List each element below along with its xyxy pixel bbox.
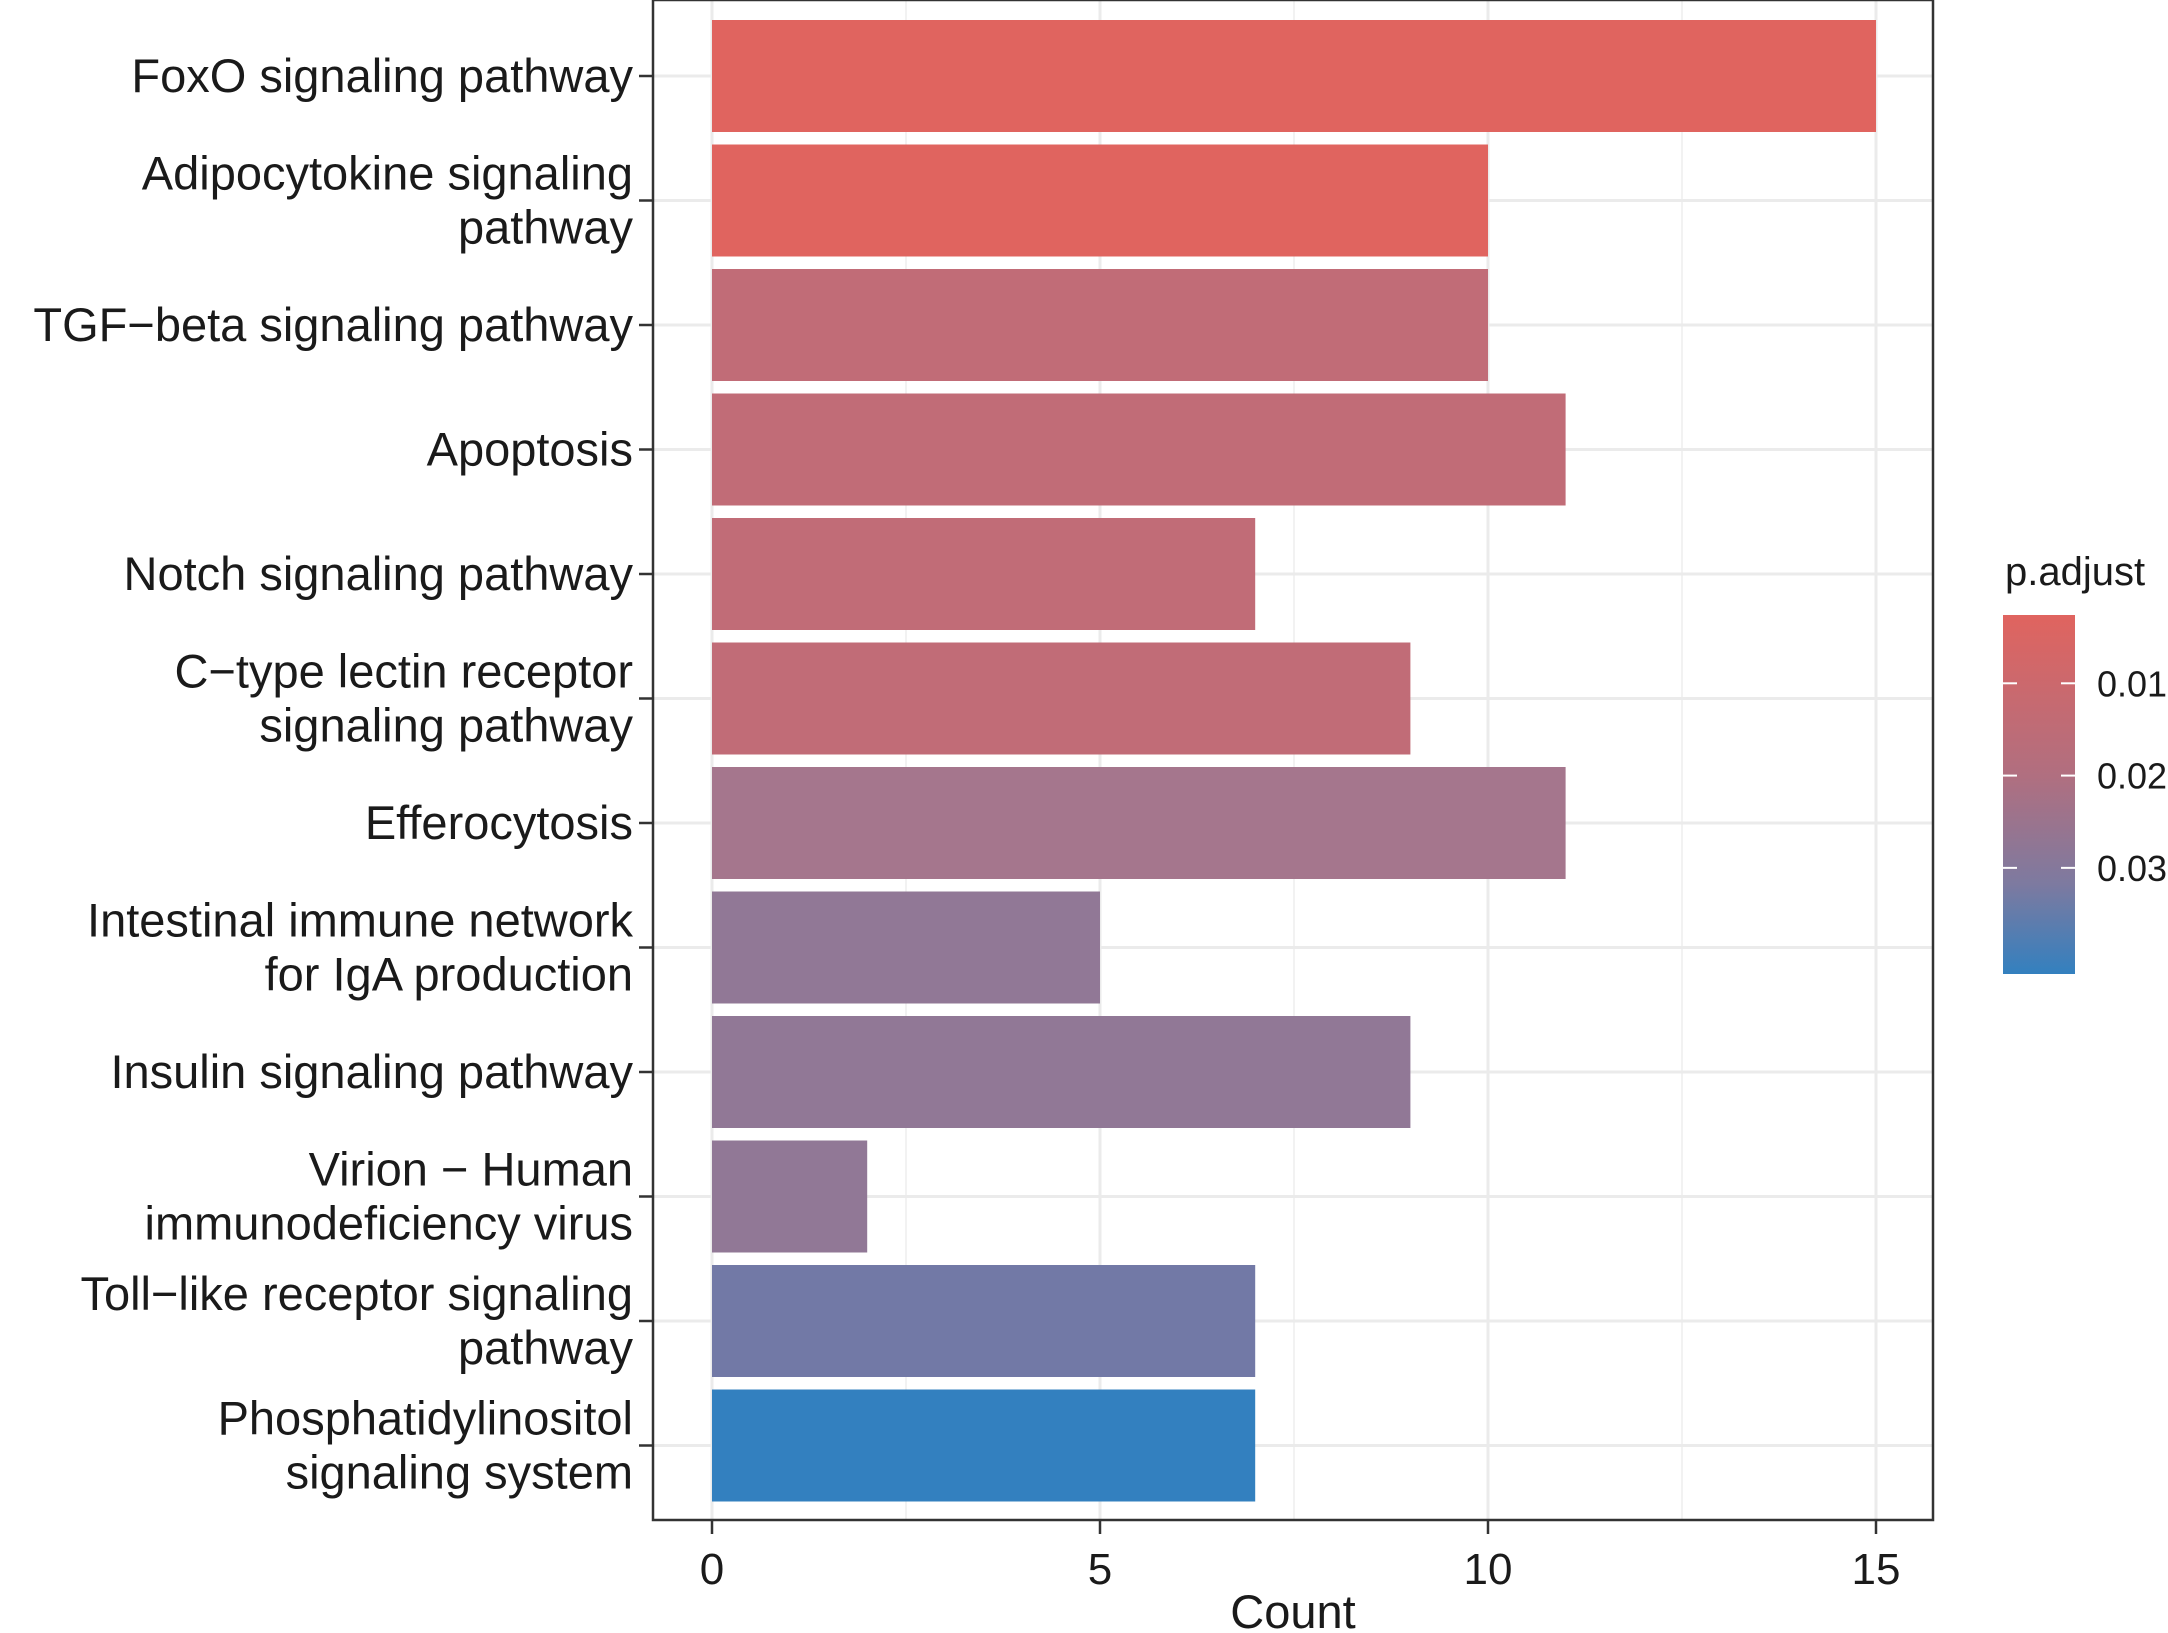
bar <box>712 1016 1411 1128</box>
y-axis-label: Notch signaling pathway <box>124 547 634 600</box>
bar <box>712 269 1488 381</box>
y-axis-label: Intestinal immune network <box>87 894 633 947</box>
y-axis-label: signaling system <box>286 1446 633 1499</box>
y-axis-label: TGF−beta signaling pathway <box>33 298 633 351</box>
y-axis-label: Phosphatidylinositol <box>218 1392 633 1445</box>
y-axis-label: Insulin signaling pathway <box>110 1045 633 1098</box>
bar <box>712 1389 1256 1502</box>
bar <box>712 1140 868 1253</box>
bar <box>712 20 1876 132</box>
bar <box>712 891 1100 1004</box>
y-axis-label: signaling pathway <box>259 699 633 752</box>
bar <box>712 1265 1256 1377</box>
y-axis-label: Efferocytosis <box>365 796 633 849</box>
legend-tick-label: 0.02 <box>2097 756 2167 797</box>
y-axis-label: for IgA production <box>265 948 633 1001</box>
y-axis-label: pathway <box>458 1321 634 1374</box>
bar <box>712 393 1566 506</box>
y-axis-label: Virion − Human <box>309 1143 633 1196</box>
y-axis: FoxO signaling pathway Adipocytokine sign… <box>33 49 653 1499</box>
legend-title: p.adjust <box>2005 550 2145 594</box>
x-axis-tick-label: 15 <box>1852 1545 1901 1594</box>
bars <box>712 20 1876 1502</box>
bar <box>712 642 1411 755</box>
legend-colorbar <box>2003 615 2075 974</box>
legend: p.adjust 0.01 0.02 0.03 <box>2003 550 2167 974</box>
y-axis-label: FoxO signaling pathway <box>131 49 633 102</box>
x-axis: 0 5 10 15 <box>700 1520 1901 1594</box>
legend-tick-label: 0.01 <box>2097 663 2167 704</box>
bar <box>712 518 1256 630</box>
x-axis-title: Count <box>1230 1585 1355 1633</box>
y-axis-label: Adipocytokine signaling <box>142 147 633 200</box>
y-axis-label: Apoptosis <box>427 423 633 476</box>
y-axis-label: immunodeficiency virus <box>145 1197 633 1250</box>
legend-ticks: 0.01 0.02 0.03 <box>2003 663 2167 889</box>
x-axis-tick-label: 0 <box>700 1545 724 1594</box>
bar <box>712 767 1566 879</box>
panel-border <box>651 0 1935 1522</box>
bar <box>712 144 1488 257</box>
y-axis-label: Toll−like receptor signaling <box>80 1267 633 1320</box>
x-axis-tick-label: 5 <box>1088 1545 1112 1594</box>
y-axis-label: pathway <box>458 201 634 254</box>
x-axis-tick-label: 10 <box>1464 1545 1513 1594</box>
legend-tick-label: 0.03 <box>2097 848 2167 889</box>
y-axis-label: C−type lectin receptor <box>175 645 633 698</box>
